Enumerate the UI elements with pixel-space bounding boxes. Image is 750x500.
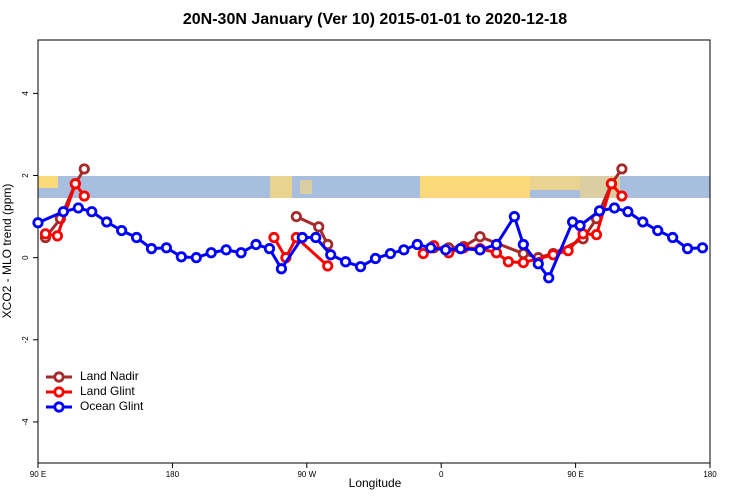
data-point <box>130 231 143 244</box>
data-point <box>440 244 452 256</box>
data-point <box>160 242 173 254</box>
data-point <box>268 231 280 244</box>
y-tick-label: -4 <box>21 418 30 426</box>
data-point <box>72 202 84 214</box>
data-point <box>354 261 367 273</box>
data-point <box>543 272 555 284</box>
data-point <box>340 256 352 268</box>
data-point <box>310 231 322 244</box>
data-point <box>605 178 618 190</box>
data-point <box>86 206 98 218</box>
x-tick-label: 180 <box>166 470 180 479</box>
y-tick-label: -2 <box>21 336 30 344</box>
data-point <box>101 216 113 228</box>
data-point <box>502 256 514 268</box>
data-point <box>562 245 574 257</box>
legend-marker <box>53 386 65 398</box>
data-point <box>474 244 486 256</box>
data-point <box>616 190 628 202</box>
data-point <box>296 231 308 244</box>
plot-frame <box>37 39 711 464</box>
x-axis-label: Longitude <box>349 476 402 490</box>
data-point <box>608 202 621 214</box>
chart-title: 20N-30N January (Ver 10) 2015-01-01 to 2… <box>183 11 567 28</box>
x-tick-label: 0 <box>439 470 444 479</box>
data-point <box>51 230 64 242</box>
x-tick-label: 90 W <box>297 470 316 479</box>
legend-label: Land Nadir <box>80 369 139 383</box>
data-point <box>696 242 709 254</box>
data-point <box>590 229 603 241</box>
x-tick-label: 90 E <box>30 470 46 479</box>
data-point <box>57 206 69 218</box>
data-point <box>425 242 437 254</box>
data-point <box>69 178 81 190</box>
data-point <box>517 256 529 269</box>
data-point <box>637 216 649 228</box>
data-point <box>593 205 606 217</box>
data-point <box>78 163 90 175</box>
data-point <box>78 190 90 202</box>
y-tick-label: 2 <box>21 173 30 178</box>
data-point <box>474 231 486 243</box>
data-point <box>190 252 202 264</box>
data-point <box>290 210 302 223</box>
data-point <box>32 217 44 229</box>
legend-label: Ocean Glint <box>80 399 144 413</box>
data-point <box>263 243 276 255</box>
data-point <box>574 220 586 232</box>
data-point <box>39 228 52 240</box>
data-point <box>275 263 288 275</box>
data-point <box>681 243 694 255</box>
data-point <box>220 244 232 256</box>
data-point <box>384 247 397 260</box>
x-tick-label: 90 E <box>567 470 583 479</box>
map-strip <box>38 176 710 198</box>
data-point <box>616 163 628 175</box>
y-axis-label: XCO2 - MLO trend (ppm) <box>0 184 14 319</box>
data-point <box>250 238 262 251</box>
legend-label: Land Glint <box>80 384 135 398</box>
data-point <box>490 238 503 251</box>
legend-marker <box>53 371 65 383</box>
data-point <box>325 249 337 261</box>
data-point <box>235 247 247 259</box>
y-tick-label: 0 <box>21 255 30 260</box>
data-point <box>622 206 634 218</box>
data-point <box>175 251 187 263</box>
data-point <box>322 260 334 272</box>
data-point <box>667 231 679 244</box>
x-tick-label: 180 <box>703 470 717 479</box>
data-point <box>417 247 429 260</box>
data-point <box>145 243 158 255</box>
data-point <box>532 258 544 270</box>
data-point <box>205 247 217 259</box>
data-point <box>517 238 529 251</box>
legend-marker <box>53 401 65 413</box>
data-point <box>313 221 325 233</box>
data-point <box>369 252 382 265</box>
y-tick-label: 4 <box>21 91 30 96</box>
data-point <box>652 224 664 237</box>
data-point <box>508 210 520 223</box>
data-point <box>116 224 128 237</box>
data-point <box>411 238 423 251</box>
data-point <box>398 244 410 256</box>
data-point <box>455 243 467 255</box>
